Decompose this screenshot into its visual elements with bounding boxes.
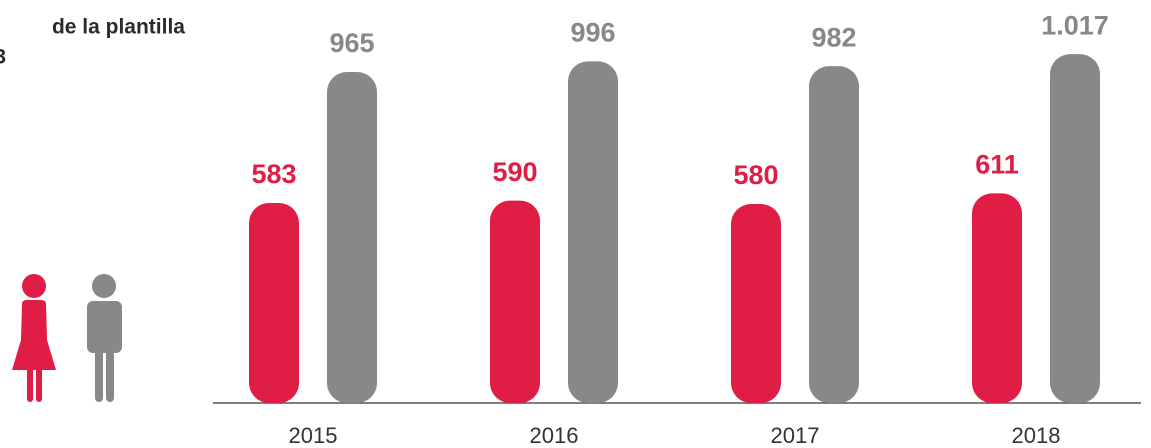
bar — [809, 66, 859, 403]
data-label: 982 — [811, 22, 856, 52]
data-label: 583 — [251, 159, 296, 189]
data-label: 996 — [570, 17, 615, 47]
bar — [972, 193, 1022, 403]
bar — [249, 203, 299, 403]
x-tick-label: 2016 — [530, 423, 579, 448]
bar — [568, 61, 618, 403]
chart-title: 3 — [0, 46, 6, 69]
bar — [490, 200, 540, 403]
chart-title: de la plantilla — [52, 16, 185, 39]
man-icon — [87, 274, 122, 402]
x-tick-label: 2015 — [289, 423, 338, 448]
x-tick-label: 2018 — [1012, 423, 1061, 448]
data-label: 611 — [975, 150, 1019, 180]
x-tick-label: 2017 — [771, 423, 820, 448]
bar — [1050, 54, 1100, 403]
bar — [731, 204, 781, 403]
data-label: 590 — [492, 157, 537, 187]
data-label: 965 — [329, 28, 374, 58]
data-label: 580 — [733, 160, 778, 190]
woman-icon — [12, 274, 56, 402]
bar — [327, 72, 377, 403]
data-label: 1.017 — [1041, 10, 1109, 40]
